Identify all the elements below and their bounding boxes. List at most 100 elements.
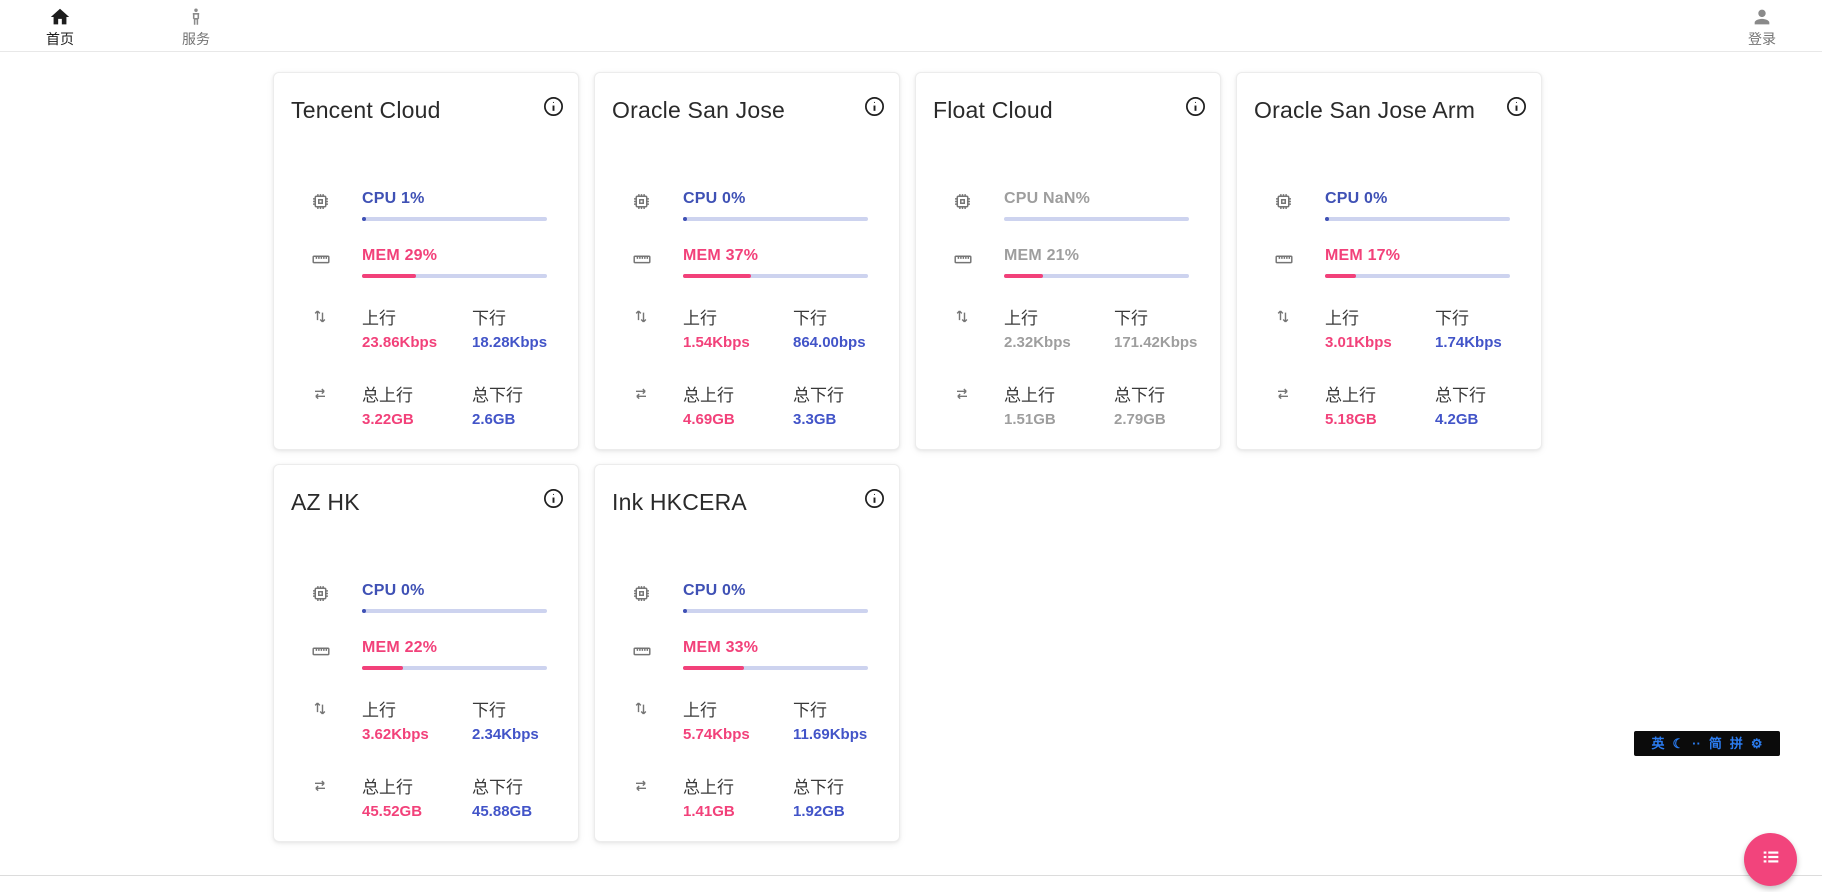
upload-speed: 23.86Kbps: [362, 334, 438, 351]
cpu-row: CPU 1%: [274, 190, 578, 221]
ime-pinyin-indicator[interactable]: 拼: [1729, 736, 1743, 751]
total-upload-value: 3.22GB: [362, 411, 414, 428]
swap-horizontal-icon: [1273, 381, 1325, 409]
total-upload-label: 总上行: [362, 386, 413, 405]
input-method-bar[interactable]: 英 ☾ ·· 简 拼 ⚙: [1634, 731, 1780, 756]
mem-progress-bar: [683, 666, 868, 670]
server-cards-grid: Tencent Cloud CPU 1%: [273, 72, 1563, 842]
download-speed: 864.00bps: [793, 334, 866, 351]
mem-label: MEM 22%: [362, 639, 438, 656]
nav-item-services[interactable]: 服务: [168, 2, 224, 49]
total-download-value: 2.79GB: [1114, 411, 1166, 428]
total-row: 总上行 1.51GB 总下行 2.79GB: [916, 381, 1220, 428]
total-row: 总上行 3.22GB 总下行 2.6GB: [274, 381, 578, 428]
download-label: 下行: [1114, 309, 1148, 328]
up-down-arrows-icon: [952, 304, 1004, 332]
swap-horizontal-icon: [310, 381, 362, 409]
info-icon[interactable]: [1184, 95, 1207, 123]
download-speed: 18.28Kbps: [472, 334, 548, 351]
cpu-progress-bar: [1325, 217, 1510, 221]
nav-item-login[interactable]: 登录: [1734, 2, 1790, 49]
total-upload-value: 45.52GB: [362, 803, 423, 820]
server-name: Oracle San Jose Arm: [1254, 97, 1476, 123]
upload-speed: 2.32Kbps: [1004, 334, 1071, 351]
total-download-value: 2.6GB: [472, 411, 516, 428]
server-card: Oracle San Jose Arm: [1236, 72, 1542, 450]
cpu-row: CPU 0%: [1237, 190, 1541, 221]
mem-progress-bar: [362, 274, 547, 278]
mem-row: MEM 21%: [916, 247, 1220, 278]
mem-row: MEM 37%: [595, 247, 899, 278]
cpu-chip-icon: [1273, 190, 1325, 217]
cpu-chip-icon: [631, 190, 683, 217]
up-down-arrows-icon: [310, 304, 362, 332]
ime-simplified-indicator[interactable]: 简: [1708, 736, 1722, 751]
server-name: Float Cloud: [933, 97, 1053, 123]
cpu-progress-bar: [362, 217, 547, 221]
info-icon[interactable]: [542, 95, 565, 123]
server-card: AZ HK CPU 0%: [273, 464, 579, 842]
cpu-chip-icon: [310, 190, 362, 217]
cpu-chip-icon: [631, 582, 683, 609]
up-down-arrows-icon: [631, 304, 683, 332]
total-upload-label: 总上行: [1004, 386, 1055, 405]
memory-ruler-icon: [631, 639, 683, 667]
server-list-fab-button[interactable]: [1744, 833, 1797, 886]
person-standing-icon: [185, 6, 207, 28]
moon-icon[interactable]: ☾: [1672, 736, 1685, 751]
mem-row: MEM 22%: [274, 639, 578, 670]
info-icon[interactable]: [863, 487, 886, 515]
total-upload-label: 总上行: [1325, 386, 1376, 405]
total-row: 总上行 4.69GB 总下行 3.3GB: [595, 381, 899, 428]
server-name: AZ HK: [291, 489, 360, 515]
mem-progress-bar: [362, 666, 547, 670]
info-icon[interactable]: [542, 487, 565, 515]
upload-speed: 5.74Kbps: [683, 726, 750, 743]
memory-ruler-icon: [952, 247, 1004, 275]
total-download-value: 3.3GB: [793, 411, 837, 428]
total-download-value: 45.88GB: [472, 803, 533, 820]
up-down-arrows-icon: [1273, 304, 1325, 332]
info-icon[interactable]: [1505, 95, 1528, 123]
total-row: 总上行 45.52GB 总下行 45.88GB: [274, 773, 578, 820]
swap-horizontal-icon: [952, 381, 1004, 409]
swap-horizontal-icon: [310, 773, 362, 801]
ime-lang-indicator[interactable]: 英: [1651, 736, 1665, 751]
upload-speed: 1.54Kbps: [683, 334, 750, 351]
download-speed: 11.69Kbps: [793, 726, 868, 743]
nav-item-home[interactable]: 首页: [32, 2, 88, 49]
total-download-value: 1.92GB: [793, 803, 845, 820]
mem-label: MEM 21%: [1004, 247, 1080, 264]
mem-row: MEM 29%: [274, 247, 578, 278]
upload-label: 上行: [683, 309, 717, 328]
server-name: Oracle San Jose: [612, 97, 786, 123]
download-label: 下行: [472, 309, 506, 328]
total-download-label: 总下行: [472, 778, 523, 797]
total-row: 总上行 1.41GB 总下行 1.92GB: [595, 773, 899, 820]
cpu-progress-bar: [362, 609, 547, 613]
server-card: Float Cloud CPU NaN%: [915, 72, 1221, 450]
footer-divider: [0, 875, 1822, 876]
total-row: 总上行 5.18GB 总下行 4.2GB: [1237, 381, 1541, 428]
total-upload-value: 1.51GB: [1004, 411, 1056, 428]
mem-label: MEM 29%: [362, 247, 438, 264]
total-download-label: 总下行: [1435, 386, 1486, 405]
mem-label: MEM 33%: [683, 639, 759, 656]
cpu-progress-bar: [683, 609, 868, 613]
total-download-label: 总下行: [472, 386, 523, 405]
cpu-progress-bar: [683, 217, 868, 221]
punctuation-dots-icon[interactable]: ··: [1692, 736, 1701, 751]
total-upload-label: 总上行: [683, 778, 734, 797]
speed-row: 上行 23.86Kbps 下行 18.28Kbps: [274, 304, 578, 351]
download-label: 下行: [793, 701, 827, 720]
gear-icon[interactable]: ⚙: [1750, 736, 1763, 751]
total-download-label: 总下行: [793, 778, 844, 797]
mem-progress-bar: [683, 274, 868, 278]
info-icon[interactable]: [863, 95, 886, 123]
cpu-label: CPU 0%: [683, 582, 746, 599]
home-icon: [49, 6, 71, 28]
mem-row: MEM 33%: [595, 639, 899, 670]
server-card: Ink HKCERA CPU 0%: [594, 464, 900, 842]
total-download-label: 总下行: [793, 386, 844, 405]
upload-speed: 3.01Kbps: [1325, 334, 1392, 351]
